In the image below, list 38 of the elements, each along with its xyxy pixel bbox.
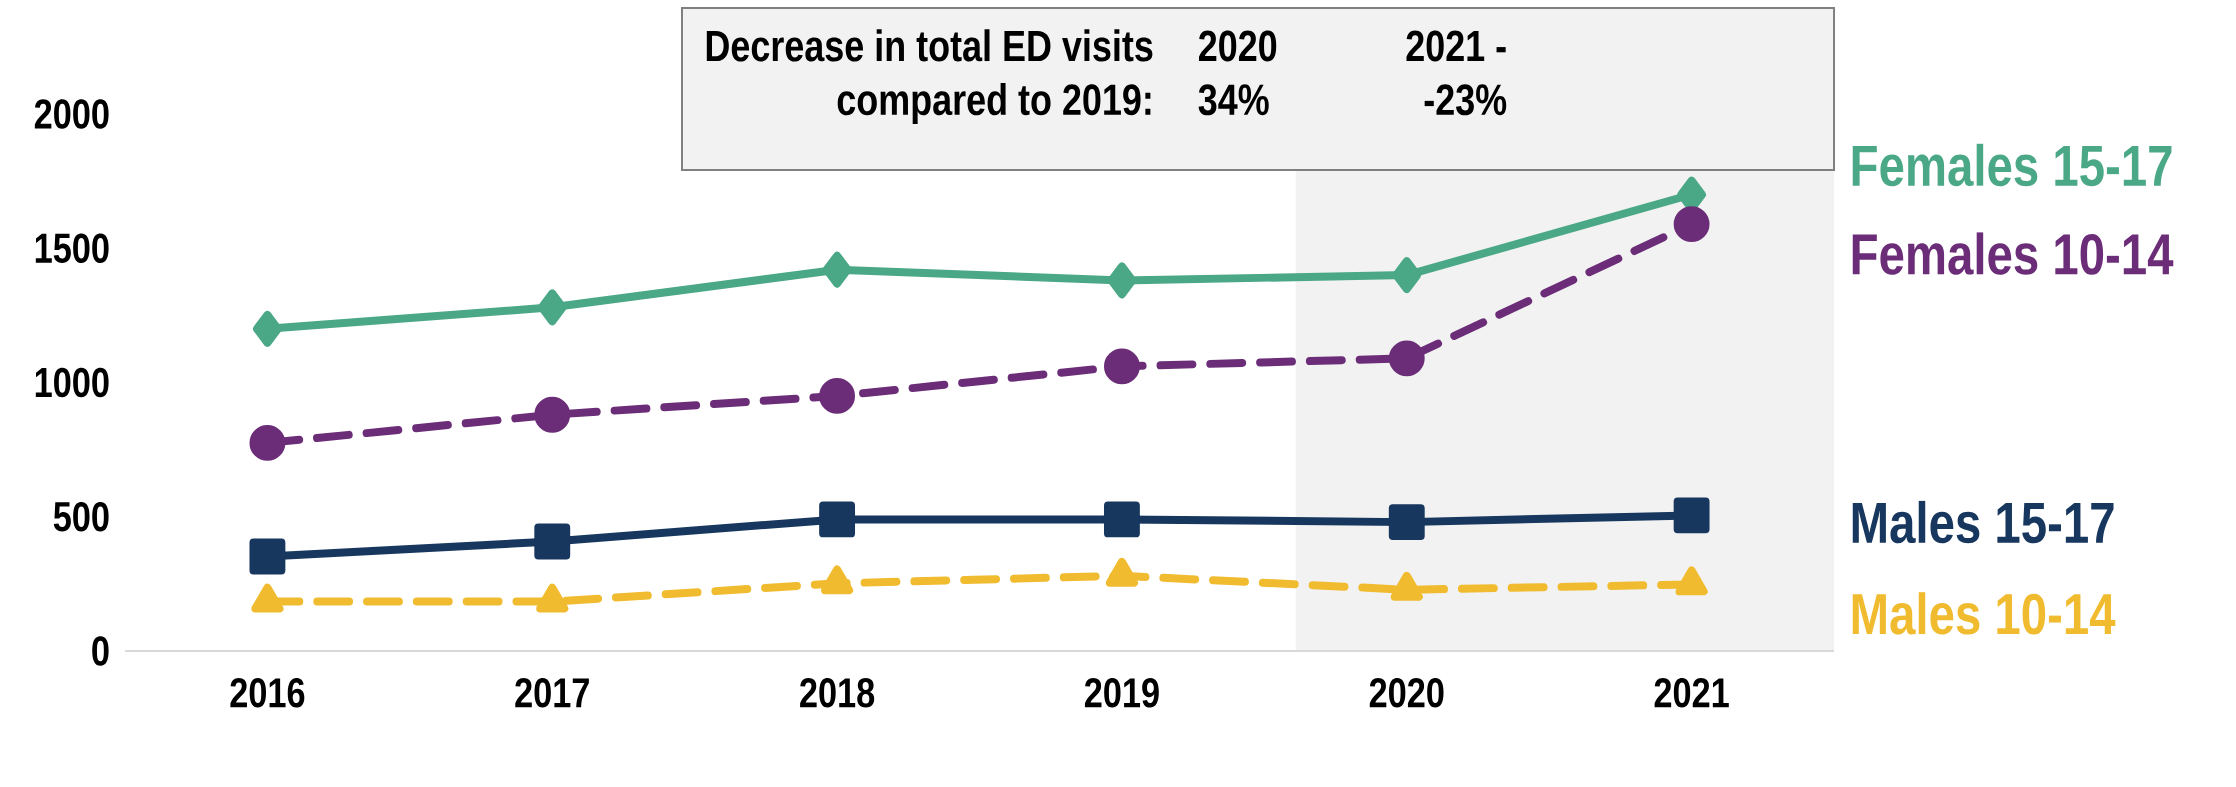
text: Males 15-17: [1852, 500, 2114, 544]
point: [249, 538, 286, 575]
point: [1103, 501, 1140, 538]
point: [534, 523, 571, 560]
point: [819, 501, 856, 538]
y-tick-label: 2000: [34, 99, 109, 129]
point: [1673, 497, 1710, 534]
x-tick-label: 2021: [1654, 677, 1729, 708]
point: [1107, 262, 1137, 299]
point: [1103, 348, 1140, 385]
y-tick-label: 1500: [35, 233, 109, 264]
point: [822, 251, 852, 288]
text: Decrease in total ED visits: [706, 29, 1153, 62]
point: [249, 424, 286, 461]
x-tick-label: 2019: [1084, 677, 1159, 708]
x-tick-label: 2017: [515, 677, 589, 708]
annotation: -23%: [1424, 84, 1507, 116]
x-tick-label: 2018: [800, 677, 875, 708]
point: [1388, 340, 1425, 377]
point: [819, 377, 856, 414]
point: [534, 396, 571, 433]
y-tick-label: 0: [92, 636, 109, 666]
text: Males 10-14: [1852, 592, 2116, 635]
text: Females 10-14: [1852, 232, 2174, 275]
text: 2020: [1199, 30, 1277, 62]
annotation: 34%: [1198, 84, 1269, 116]
text: 2021 -: [1406, 30, 1506, 62]
x-tick-label: 2016: [230, 677, 305, 708]
y-tick-label: 1000: [35, 367, 109, 398]
point: [1673, 206, 1710, 243]
point: [252, 310, 282, 347]
y-tick-label: 500: [53, 501, 109, 532]
point: [1388, 504, 1425, 541]
point: [537, 289, 567, 326]
point: [1392, 257, 1422, 294]
text: Females 15-17: [1852, 143, 2172, 187]
x-tick-label: 2020: [1369, 677, 1444, 708]
annotation: compared to 2019:: [837, 83, 1151, 124]
